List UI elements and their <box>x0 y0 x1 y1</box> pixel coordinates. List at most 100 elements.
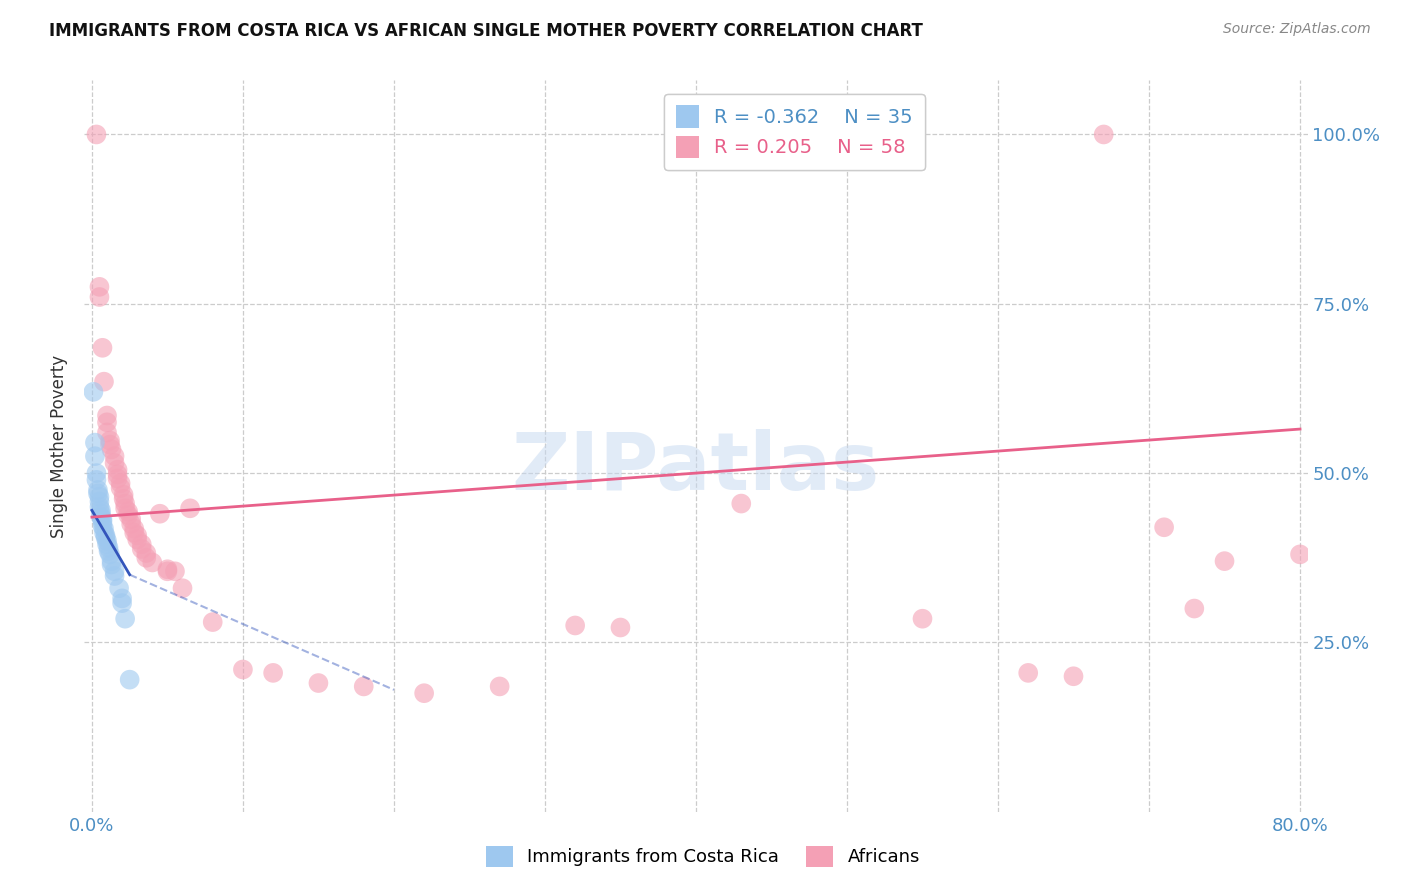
Point <box>107 467 129 482</box>
Point <box>96 537 118 551</box>
Point <box>87 486 110 500</box>
Point <box>117 505 139 519</box>
Point <box>89 290 111 304</box>
Point <box>84 449 107 463</box>
Point <box>730 497 752 511</box>
Point <box>118 673 141 687</box>
Point <box>93 375 115 389</box>
Point <box>86 466 108 480</box>
Point <box>114 501 136 516</box>
Point <box>1092 128 1115 142</box>
Text: Source: ZipAtlas.com: Source: ZipAtlas.com <box>1223 22 1371 37</box>
Point <box>156 564 179 578</box>
Point <box>103 569 125 583</box>
Point <box>201 615 224 629</box>
Point <box>149 507 172 521</box>
Y-axis label: Single Mother Poverty: Single Mother Poverty <box>51 354 69 538</box>
Point <box>90 507 112 521</box>
Point <box>96 409 118 423</box>
Point <box>94 528 117 542</box>
Point <box>93 525 115 540</box>
Point <box>114 612 136 626</box>
Point <box>91 515 114 529</box>
Point <box>98 437 121 451</box>
Point <box>91 341 114 355</box>
Point <box>685 128 707 142</box>
Text: IMMIGRANTS FROM COSTA RICA VS AFRICAN SINGLE MOTHER POVERTY CORRELATION CHART: IMMIGRANTS FROM COSTA RICA VS AFRICAN SI… <box>49 22 924 40</box>
Point <box>90 510 112 524</box>
Point <box>1153 520 1175 534</box>
Point <box>103 456 125 470</box>
Point <box>307 676 329 690</box>
Point <box>89 280 111 294</box>
Point <box>112 491 135 506</box>
Point <box>156 562 179 576</box>
Point <box>131 541 153 556</box>
Point <box>911 612 934 626</box>
Point <box>96 415 118 429</box>
Point <box>131 537 153 551</box>
Legend: Immigrants from Costa Rica, Africans: Immigrants from Costa Rica, Africans <box>478 838 928 874</box>
Point <box>100 442 122 457</box>
Point <box>1289 547 1312 561</box>
Point <box>96 425 118 440</box>
Point <box>100 554 122 568</box>
Point <box>103 449 125 463</box>
Point <box>103 564 125 578</box>
Point <box>1182 601 1205 615</box>
Point <box>96 533 118 548</box>
Point <box>353 680 375 694</box>
Point <box>110 476 132 491</box>
Point <box>141 556 163 570</box>
Point <box>82 384 104 399</box>
Point <box>91 519 114 533</box>
Point <box>111 596 134 610</box>
Point <box>262 665 284 680</box>
Point <box>111 591 134 606</box>
Point <box>127 533 149 547</box>
Point <box>110 481 132 495</box>
Point <box>120 516 142 531</box>
Point <box>87 483 110 497</box>
Point <box>93 522 115 536</box>
Point <box>232 663 254 677</box>
Point <box>107 463 129 477</box>
Point <box>163 564 186 578</box>
Point <box>98 547 121 561</box>
Point <box>122 522 145 536</box>
Text: ZIPatlas: ZIPatlas <box>512 429 880 507</box>
Point <box>172 581 194 595</box>
Point <box>86 128 108 142</box>
Point <box>609 620 631 634</box>
Point <box>122 525 145 540</box>
Point <box>488 680 510 694</box>
Point <box>84 435 107 450</box>
Point <box>1017 665 1039 680</box>
Point <box>107 471 129 485</box>
Point <box>127 528 149 542</box>
Point <box>86 473 108 487</box>
Point <box>94 530 117 544</box>
Point <box>1213 554 1236 568</box>
Point <box>135 550 157 565</box>
Point <box>564 618 586 632</box>
Point <box>112 488 135 502</box>
Point <box>91 512 114 526</box>
Point <box>179 501 201 516</box>
Point <box>90 503 112 517</box>
Point <box>120 512 142 526</box>
Point <box>135 546 157 560</box>
Point <box>117 508 139 522</box>
Point <box>97 541 120 555</box>
Point <box>97 544 120 558</box>
Point <box>89 490 111 504</box>
Point <box>89 494 111 508</box>
Point <box>413 686 436 700</box>
Point <box>108 581 131 595</box>
Legend: R = -0.362    N = 35, R = 0.205    N = 58: R = -0.362 N = 35, R = 0.205 N = 58 <box>664 94 925 169</box>
Point <box>89 500 111 514</box>
Point <box>114 497 136 511</box>
Point <box>100 558 122 572</box>
Point <box>1063 669 1085 683</box>
Point <box>98 434 121 448</box>
